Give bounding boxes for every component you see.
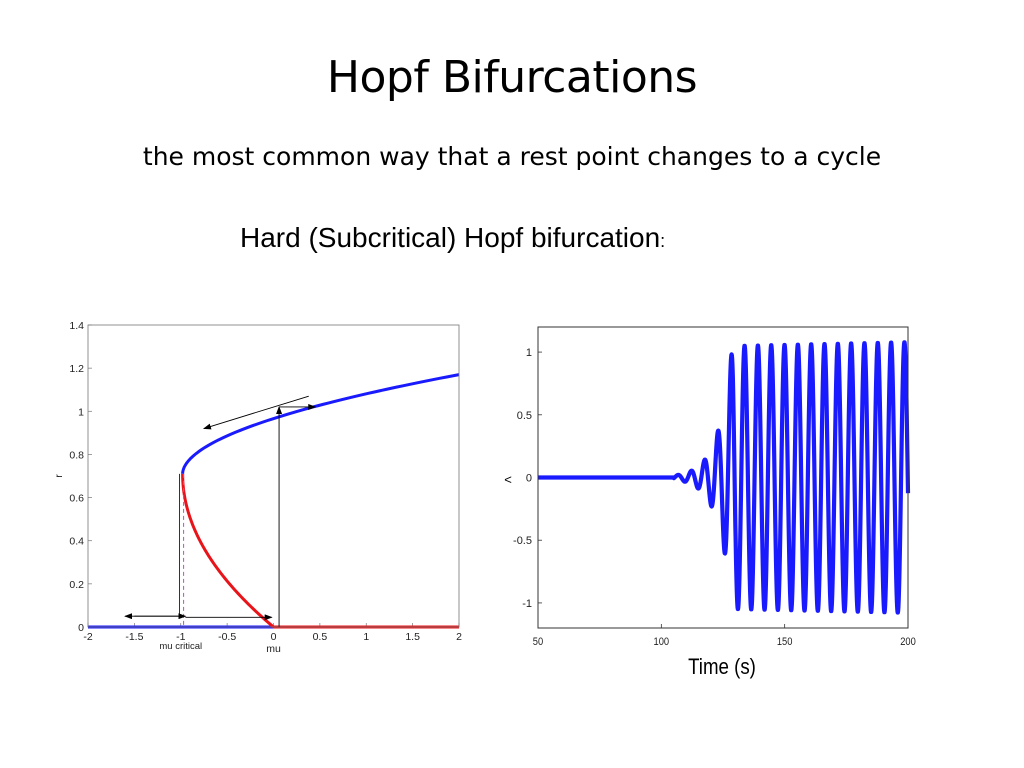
unstable-cycle-branch	[181, 473, 275, 629]
time-y-tick-label: 1	[526, 347, 532, 359]
time-y-tick-label: -0.5	[513, 535, 532, 547]
x-tick-label: -0.5	[218, 631, 236, 643]
time-y-tick-label: 0	[526, 473, 532, 485]
x-tick-label: 1.5	[405, 631, 420, 643]
time-y-tick-label: -1	[522, 598, 532, 610]
y-tick-label: 0.4	[69, 536, 84, 548]
time-x-tick-label: 150	[777, 636, 793, 648]
section-label: Hard (Subcritical) Hopf bifurcation:	[240, 222, 665, 254]
y-tick-label: 1.2	[69, 363, 84, 375]
y-tick-label: 0	[78, 622, 84, 634]
slide-subtitle: the most common way that a rest point ch…	[142, 142, 882, 171]
bifurcation-y-axis-label: r	[53, 474, 65, 478]
mu-critical-annotation: mu critical	[159, 641, 202, 652]
back-along-stable-arrow	[202, 395, 309, 430]
x-tick-label: 0	[271, 631, 277, 643]
time-series-plot-frame	[537, 326, 909, 629]
bifurcation-x-axis-label: mu	[266, 643, 281, 655]
x-tick-label: 1	[363, 631, 369, 643]
slide-title: Hopf Bifurcations	[326, 52, 698, 103]
x-tick-label: -1.5	[125, 631, 143, 643]
y-tick-label: 0.6	[69, 493, 84, 505]
time-x-tick-label: 50	[533, 636, 544, 648]
bifurcation-plot-frame	[87, 324, 460, 628]
y-tick-label: 0.2	[69, 579, 84, 591]
time-series-y-axis-mark: <	[504, 472, 512, 487]
stable-cycle-branch	[181, 373, 460, 474]
x-tick-label: -2	[83, 631, 92, 643]
x-tick-label: -1	[176, 631, 185, 643]
section-label-text: Hard (Subcritical) Hopf bifurcation	[240, 222, 661, 253]
time-x-tick-label: 100	[654, 636, 670, 648]
y-tick-label: 0.8	[69, 449, 84, 461]
time-series-line	[536, 340, 911, 615]
time-x-tick-label: 200	[900, 636, 916, 648]
time-series-x-axis-label: Time (s)	[688, 656, 756, 680]
x-tick-label: 2	[456, 631, 462, 643]
time-y-tick-label: 0.5	[517, 410, 532, 422]
section-label-colon: :	[660, 231, 666, 251]
x-tick-label: 0.5	[313, 631, 328, 643]
y-tick-label: 1.4	[69, 320, 84, 332]
y-tick-label: 1	[78, 406, 84, 418]
